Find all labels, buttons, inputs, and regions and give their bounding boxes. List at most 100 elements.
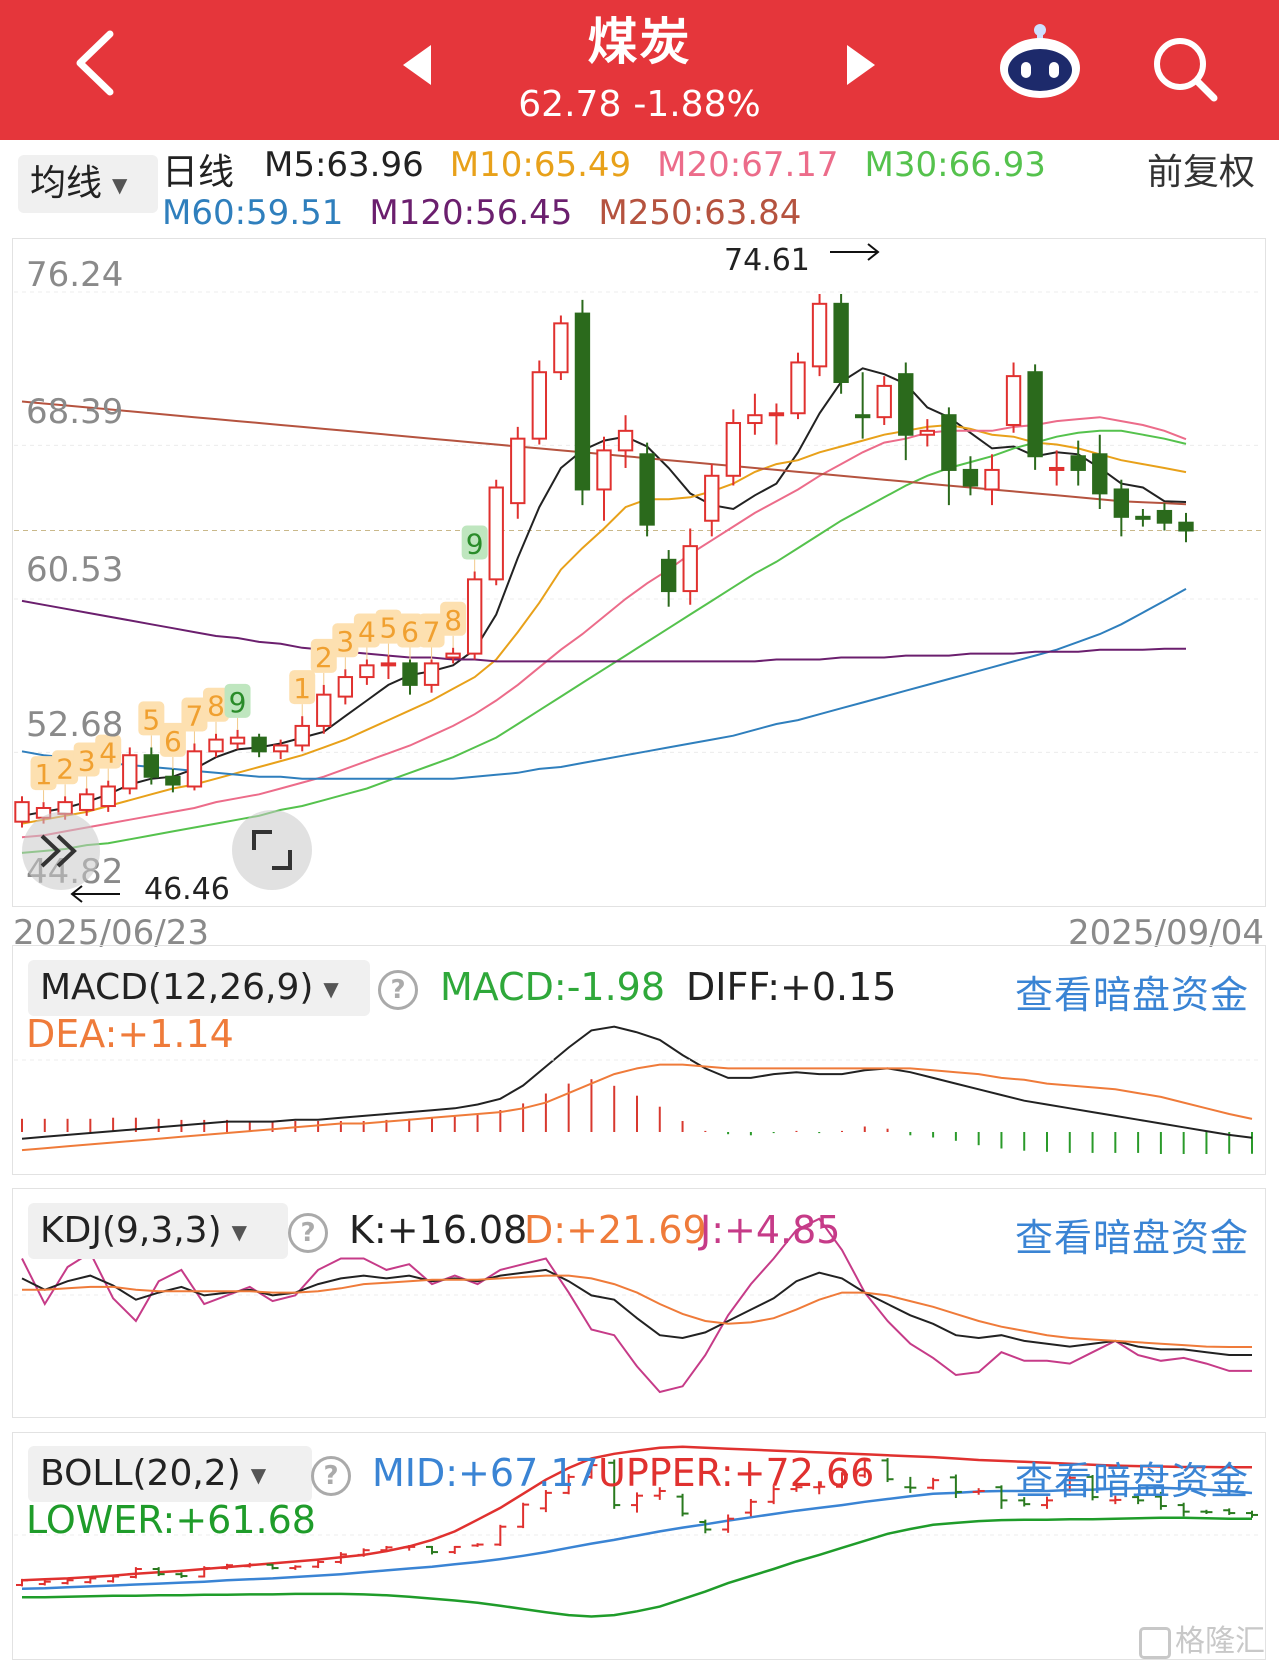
- candle: [78, 788, 95, 816]
- boll-mid-line: [21, 1486, 1253, 1590]
- candle-body-up: [1005, 375, 1022, 426]
- dark-pool-link-kdj[interactable]: 查看暗盘资金: [1014, 1216, 1249, 1260]
- dark-pool-link-boll[interactable]: 查看暗盘资金: [1014, 1459, 1249, 1503]
- candle: [811, 294, 828, 377]
- question-circle-icon[interactable]: ?: [311, 1456, 351, 1496]
- lower-value: LOWER:+61.68: [26, 1498, 316, 1542]
- td-marker-bg: [159, 722, 186, 757]
- high-arrow-icon: [830, 243, 880, 261]
- td-number: 6: [164, 725, 182, 758]
- td-marker-bg: [181, 697, 208, 732]
- boll-selector[interactable]: BOLL(20,2) ▼: [28, 1446, 312, 1502]
- candle-body-up: [790, 361, 806, 415]
- ma-line-m20: [21, 416, 1187, 839]
- candle-body-down: [1092, 453, 1108, 495]
- fullscreen-button[interactable]: [232, 810, 312, 890]
- candle-body-up: [14, 801, 30, 823]
- candle-body-up: [725, 422, 742, 477]
- td-number: 7: [186, 700, 204, 733]
- kdj-selector-label: KDJ(9,3,3): [40, 1210, 222, 1251]
- td-marker-bg: [440, 601, 467, 636]
- search-icon[interactable]: [1152, 36, 1218, 102]
- candle-body-down: [660, 558, 677, 593]
- td-marker-bg: [289, 670, 316, 705]
- j-value: J:+4.85: [700, 1208, 841, 1252]
- y-tick-2: 68.39: [26, 392, 124, 432]
- td-number: 4: [358, 615, 376, 648]
- macd-selector[interactable]: MACD(12,26,9) ▼: [28, 960, 370, 1016]
- candle: [14, 796, 30, 828]
- dark-pool-link-macd[interactable]: 查看暗盘资金: [1014, 973, 1249, 1017]
- candle: [682, 528, 698, 605]
- expand-button[interactable]: [22, 812, 100, 890]
- adjust-mode[interactable]: 前复权: [1146, 152, 1255, 193]
- watermark: 格隆汇: [1139, 1616, 1265, 1660]
- candle: [1005, 362, 1022, 433]
- candle-body-up: [617, 429, 634, 452]
- macd-selector-label: MACD(12,26,9): [40, 967, 314, 1008]
- candle-body-down: [833, 302, 849, 383]
- low-arrow-icon: [70, 885, 120, 903]
- candle: [617, 415, 634, 468]
- td-number: 2: [56, 752, 74, 785]
- kdj-selector[interactable]: KDJ(9,3,3) ▼: [28, 1203, 288, 1259]
- candle-body-up: [596, 449, 612, 491]
- candle: [122, 747, 138, 795]
- candle: [1156, 503, 1173, 531]
- indicator-selector[interactable]: 均线 ▼: [18, 155, 158, 213]
- boll-selector-label: BOLL(20,2): [40, 1453, 241, 1494]
- td-number: 9: [466, 528, 484, 561]
- upper-value: UPPER:+72.66: [598, 1451, 875, 1495]
- title-bar: 煤炭 62.78 -1.88%: [0, 0, 1279, 140]
- candle: [898, 362, 914, 461]
- td-number: 1: [35, 758, 53, 791]
- candle-body-up: [272, 744, 289, 753]
- macd-dea-line: [21, 1063, 1253, 1152]
- candle-body-up: [488, 486, 504, 581]
- td-marker-bg: [138, 701, 165, 736]
- td-number: 3: [78, 744, 96, 777]
- period-label[interactable]: 日线: [162, 152, 235, 193]
- macd-panel: [12, 945, 1266, 1175]
- td-marker-bg: [418, 613, 445, 648]
- triangle-right-icon[interactable]: [845, 45, 875, 85]
- y-tick-4: 52.68: [26, 705, 124, 745]
- candle: [574, 299, 591, 506]
- date-start: 2025/06/23: [13, 913, 209, 953]
- candle: [1113, 479, 1130, 537]
- candle: [1027, 364, 1043, 470]
- candle-body-up: [876, 384, 892, 419]
- candle-body-up: [510, 437, 526, 505]
- question-circle-icon[interactable]: ?: [378, 970, 418, 1010]
- candle: [1178, 512, 1194, 543]
- candle-body-up: [1048, 466, 1065, 471]
- candle-body-down: [1178, 521, 1194, 532]
- ma-legend-m5: M5:63.96: [264, 145, 424, 185]
- candle: [165, 768, 181, 793]
- candle-body-down: [962, 468, 979, 487]
- robot-assistant-icon[interactable]: [995, 22, 1085, 102]
- candle: [359, 659, 375, 685]
- candle: [1092, 434, 1108, 510]
- chevron-left-icon[interactable]: [72, 30, 116, 96]
- td-number: 6: [401, 615, 419, 648]
- candle-body-down: [854, 414, 871, 419]
- candle-body-down: [402, 662, 418, 686]
- macd-diff-line: [21, 1025, 1253, 1140]
- macd-value: MACD:-1.98: [440, 965, 666, 1009]
- kdj-k-line: [21, 1268, 1252, 1356]
- candle: [294, 716, 310, 752]
- triangle-left-icon[interactable]: [403, 45, 433, 85]
- question-circle-icon[interactable]: ?: [288, 1213, 328, 1253]
- candle-body-down: [165, 775, 181, 786]
- ma-legend-m60: M60:59.51: [162, 193, 344, 233]
- ma-legend-m30: M30:66.93: [864, 145, 1046, 185]
- td-marker-bg: [95, 734, 122, 769]
- ma-legend-m10: M10:65.49: [449, 145, 632, 185]
- td-marker-bg: [353, 613, 380, 648]
- ma-legend-row-2: M60:59.51 M120:56.45 M250:63.84: [162, 193, 827, 233]
- candle-body-up: [553, 322, 569, 374]
- double-chevron-right-icon: [40, 834, 77, 868]
- kdj-d-line: [22, 1274, 1252, 1348]
